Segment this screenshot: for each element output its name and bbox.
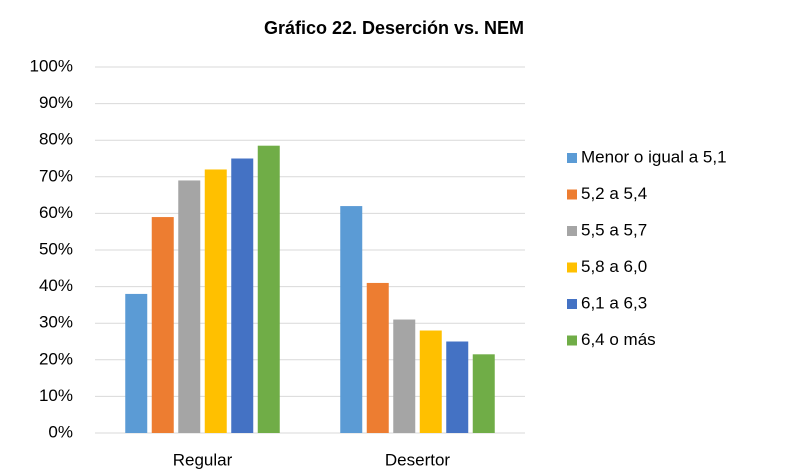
legend-swatch [567,335,577,346]
bar [151,217,174,433]
legend-label: 5,8 a 6,0 [581,257,647,276]
bar [446,341,469,433]
x-tick-label: Regular [173,450,233,469]
y-tick-label: 80% [39,130,73,149]
bar [340,206,363,433]
legend-label: 5,5 a 5,7 [581,220,647,239]
y-tick-label: 70% [39,166,73,185]
legend-label: 5,2 a 5,4 [581,184,647,203]
legend-swatch [567,262,577,273]
legend-label: 6,1 a 6,3 [581,293,647,312]
y-tick-label: 40% [39,276,73,295]
bar [204,169,227,434]
bar [472,354,495,433]
bar [366,282,389,433]
chart-title: Gráfico 22. Deserción vs. NEM [264,18,524,38]
y-tick-label: 30% [39,313,73,332]
bar [231,158,254,433]
legend-swatch [567,153,577,163]
y-tick-label: 100% [30,56,73,75]
bar [393,319,416,433]
legend-swatch [567,226,577,236]
y-tick-label: 20% [39,349,73,368]
legend-label: Menor o igual a 5,1 [581,147,727,166]
bar [178,180,201,433]
bar [257,145,280,433]
bar [125,293,148,433]
y-tick-label: 0% [48,422,73,441]
legend-swatch [567,299,577,309]
legend-label: 6,4 o más [581,330,656,349]
bar [419,330,442,433]
legend-swatch [567,189,577,200]
y-tick-label: 60% [39,203,73,222]
y-tick-label: 90% [39,93,73,112]
y-tick-label: 50% [39,239,73,258]
y-tick-label: 10% [39,386,73,405]
x-tick-label: Desertor [385,450,451,469]
